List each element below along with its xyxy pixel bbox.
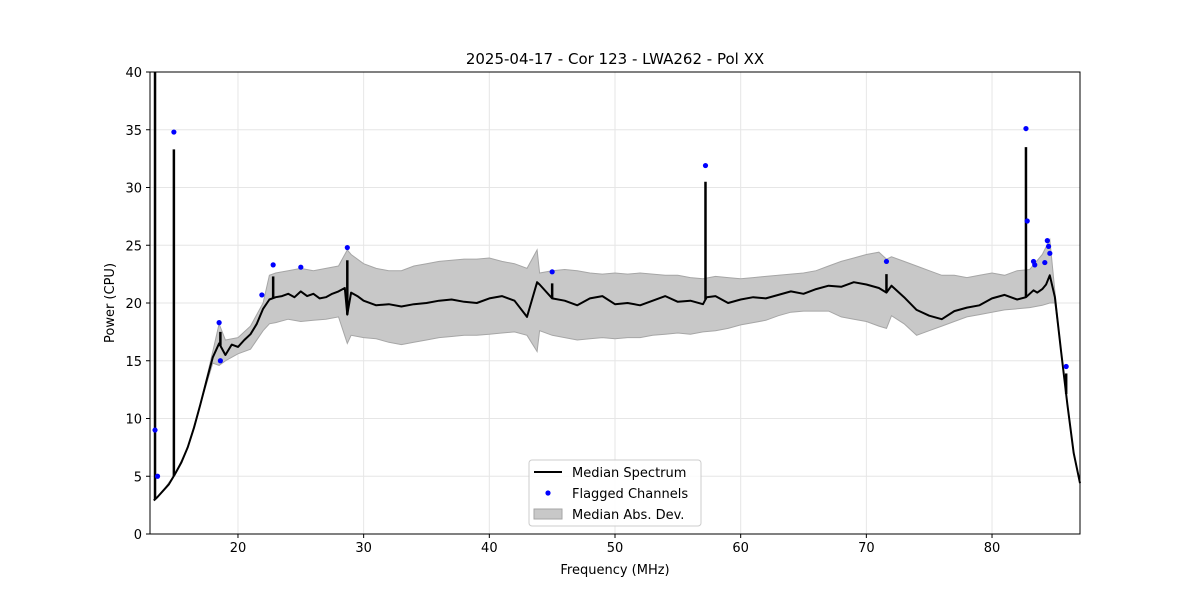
y-tick-label: 5	[134, 470, 142, 485]
flagged-channel-point	[216, 320, 222, 326]
x-tick-label: 50	[607, 541, 624, 556]
legend-box	[528, 459, 702, 527]
y-axis-label: Power (CPU)	[103, 263, 118, 343]
flagged-channel-point	[1045, 243, 1052, 250]
x-tick-label: 80	[984, 541, 1001, 556]
flagged-channel-point	[1063, 363, 1069, 370]
flagged-channel-point	[154, 473, 161, 479]
flagged-channel-point	[270, 262, 276, 268]
x-tick-label: 30	[355, 541, 372, 556]
legend-mad-label: Median Abs. Dev.	[572, 508, 684, 523]
y-tick-label: 0	[134, 528, 142, 543]
y-tick-label: 10	[125, 413, 142, 428]
flagged-channel-point	[883, 258, 890, 265]
flagged-channel-point	[1047, 250, 1053, 256]
x-axis-label: Frequency (MHz)	[560, 563, 669, 578]
flagged-channel-point	[1032, 262, 1038, 268]
x-tick-label: 70	[858, 541, 875, 556]
y-tick-label: 20	[125, 297, 142, 312]
flagged-channel-point	[1042, 259, 1048, 266]
median-spectrum-line	[153, 274, 1081, 502]
flagged-channel-point	[152, 427, 158, 433]
x-tick-label: 40	[481, 541, 498, 556]
legend-flagged-swatch	[545, 490, 551, 496]
y-tick-label: 30	[125, 182, 142, 197]
flagged-channel-point	[171, 129, 177, 135]
y-tick-label: 15	[125, 355, 142, 370]
y-tick-label: 35	[125, 124, 142, 139]
flagged-channel-point	[259, 292, 265, 298]
flagged-channel-point	[298, 264, 304, 270]
flagged-channel-point	[217, 358, 223, 364]
x-axis-ticks: 20 30 40 50 60 70 80	[230, 534, 1001, 556]
y-tick-label: 25	[125, 239, 142, 254]
flagged-channel-point	[1024, 218, 1030, 224]
flagged-channel-point	[702, 162, 709, 169]
legend-flagged-label: Flagged Channels	[572, 487, 688, 502]
chart-title: 2025-04-17 - Cor 123 - LWA262 - Pol XX	[466, 50, 764, 68]
legend: Median Spectrum Flagged Channels Median …	[528, 459, 702, 527]
x-tick-label: 20	[230, 541, 247, 556]
flagged-channels	[152, 125, 1069, 479]
flagged-channel-point	[344, 244, 350, 251]
y-axis-ticks: 0 5 10 15 20 25 30 35 40	[125, 66, 150, 543]
flagged-channel-point	[1023, 125, 1029, 132]
legend-median-label: Median Spectrum	[572, 466, 686, 481]
x-tick-label: 60	[732, 541, 749, 556]
flagged-channel-point	[1044, 238, 1050, 244]
y-tick-label: 40	[125, 66, 142, 81]
flagged-channel-point	[549, 269, 555, 275]
legend-mad-swatch	[533, 508, 563, 520]
